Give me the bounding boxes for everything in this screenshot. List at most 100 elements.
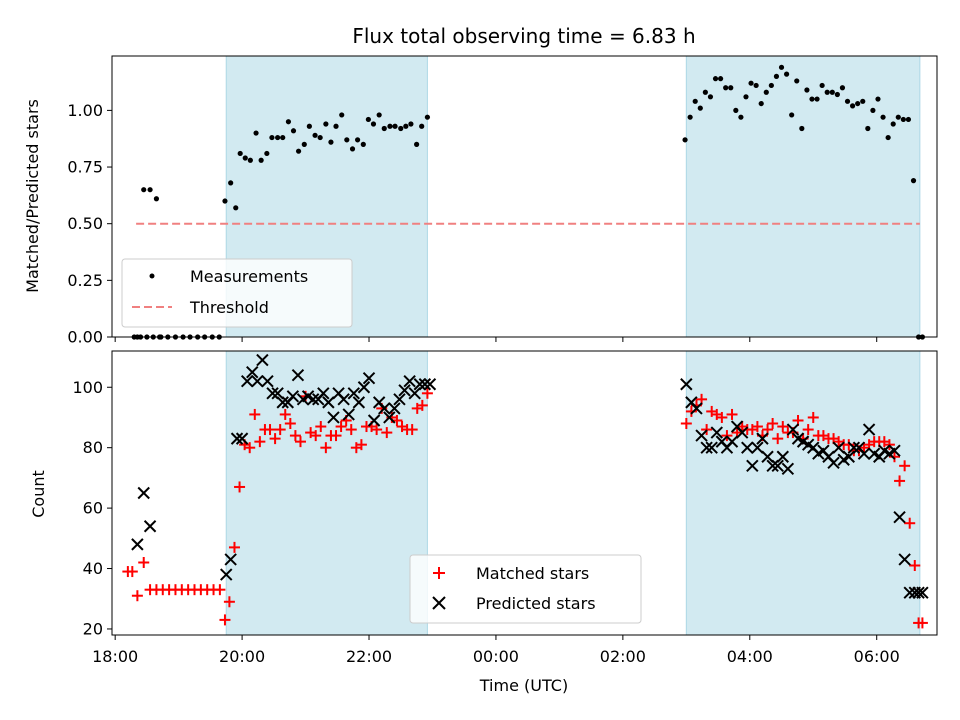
measurements-point	[895, 114, 901, 120]
measurements-point	[890, 121, 896, 127]
bottom-y-axis-label: Count	[29, 470, 48, 518]
measurements-point	[376, 112, 382, 118]
predicted-stars-point	[352, 396, 366, 409]
matched-stars-point	[264, 424, 276, 436]
matched-stars-point	[807, 411, 819, 423]
bottom-axes-frame	[111, 350, 938, 636]
predicted-stars-point	[695, 429, 708, 442]
top-legend: Measurements Threshold	[121, 258, 353, 328]
predicted-stars-point	[220, 568, 233, 581]
predicted-stars-point	[246, 365, 259, 379]
predicted-stars-point	[710, 426, 723, 439]
top-plot-marks	[131, 64, 926, 340]
measurements-point	[809, 96, 815, 102]
measurements-point	[753, 82, 759, 89]
predicted-stars-point	[266, 387, 279, 400]
predicted-stars-point	[761, 450, 774, 463]
measurements-point	[408, 121, 414, 127]
measurements-point	[733, 107, 739, 113]
measurements-point	[773, 73, 780, 79]
predicted-stars-point	[751, 441, 764, 454]
predicted-stars-point	[286, 390, 300, 403]
matched-stars-point	[284, 418, 296, 430]
predicted-stars-point	[276, 396, 289, 409]
measurements-point	[228, 180, 234, 186]
matched-stars-point	[767, 418, 779, 430]
measurements-point	[269, 134, 275, 141]
measurements-point	[712, 76, 719, 82]
predicted-stars-point	[776, 450, 789, 463]
measurements-point	[778, 64, 785, 70]
matched-stars-point	[214, 584, 226, 596]
predicted-stars-point	[403, 375, 416, 388]
predicted-stars-point	[781, 462, 795, 476]
matched-stars-point	[315, 421, 327, 433]
matched-stars-point	[279, 408, 291, 420]
predicted-stars-point	[857, 447, 871, 460]
measurements-point	[728, 85, 734, 91]
measurements-point	[264, 150, 270, 157]
matched-stars-point	[244, 442, 256, 454]
measurements-point	[814, 96, 820, 102]
measurements-point	[381, 125, 387, 132]
matched-stars-point	[138, 556, 150, 568]
y-tick-label: 80	[83, 438, 103, 457]
predicted-stars-point	[347, 387, 360, 400]
measurements-point	[900, 116, 906, 123]
measurements-point	[392, 123, 398, 129]
matched-stars-point	[772, 433, 784, 445]
measurements-point	[414, 141, 420, 147]
predicted-stars-point	[367, 414, 381, 427]
measurements-point	[697, 105, 703, 111]
x-tick-label: 20:00	[219, 647, 265, 666]
predicted-stars-point	[131, 538, 144, 551]
legend-matched-label: Matched stars	[476, 564, 589, 583]
predicted-stars-point	[393, 393, 406, 406]
predicted-stars-point	[862, 423, 876, 436]
measurements-point	[875, 96, 881, 102]
predicted-stars-point	[337, 393, 350, 406]
predicted-stars-point	[224, 553, 237, 566]
predicted-stars-point	[317, 387, 330, 400]
matched-stars-point	[685, 405, 697, 417]
matched-stars-point	[751, 421, 763, 433]
predicted-stars-point	[700, 441, 713, 454]
predicted-stars-point	[137, 486, 150, 500]
matched-stars-point	[294, 436, 306, 448]
measurements-point	[247, 157, 253, 163]
matched-stars-point	[680, 418, 692, 430]
y-tick-label: 60	[83, 499, 103, 518]
measurements-point	[768, 82, 774, 89]
measurements-point	[419, 123, 425, 129]
predicted-stars-point	[240, 375, 254, 388]
legend-matched-marker	[433, 567, 445, 579]
predicted-stars-point	[916, 586, 929, 599]
legend-measurements-label: Measurements	[190, 267, 308, 286]
predicted-stars-point	[746, 459, 759, 473]
predicted-stars-point	[143, 520, 157, 533]
predicted-stars-point	[756, 432, 769, 445]
shaded-interval	[686, 351, 920, 635]
predicted-stars-point	[725, 435, 739, 448]
matched-stars-point	[802, 424, 814, 436]
measurements-point	[333, 123, 339, 129]
matched-stars-point	[883, 439, 895, 451]
measurements-point	[253, 130, 259, 136]
x-tick-label: 22:00	[346, 647, 392, 666]
measurements-point	[799, 125, 805, 132]
measurements-point	[360, 141, 366, 147]
predicted-stars-point	[251, 375, 264, 388]
predicted-stars-point	[357, 381, 371, 394]
measurements-point	[328, 139, 334, 145]
measurements-point	[275, 134, 281, 141]
measurements-point	[387, 123, 393, 129]
top-panel: 0.00 0.25 0.50 0.75 1.00 Matched/Predicted s…	[23, 55, 938, 347]
measurements-point	[295, 148, 302, 154]
measurements-point	[147, 187, 153, 193]
measurements-point	[280, 134, 286, 141]
predicted-stars-point	[342, 408, 355, 421]
matched-stars-point	[249, 408, 261, 420]
measurements-point	[834, 91, 840, 98]
measurements-point	[702, 89, 708, 95]
predicted-stars-point	[378, 402, 391, 415]
